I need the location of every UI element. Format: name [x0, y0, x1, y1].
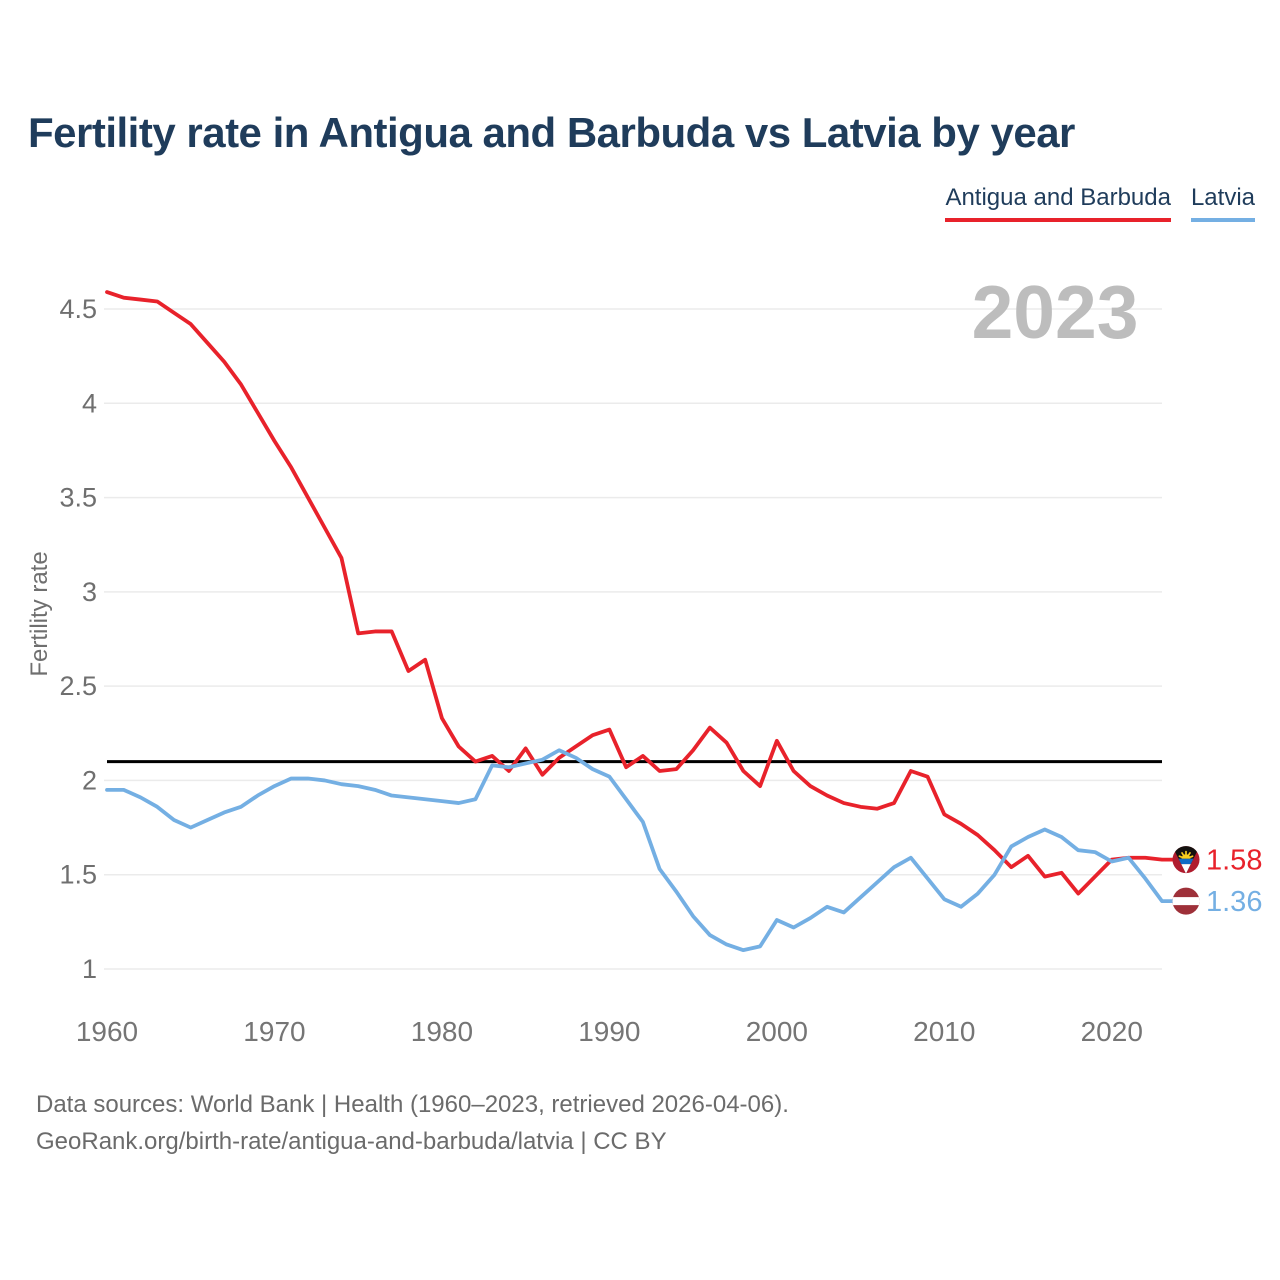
- axis-labels: 4.5 4 3.5 3 2.5 2 1.5 1 1960 1970 1980 1990 2000 2010…: [59, 294, 1142, 1047]
- sun-icon: [1178, 850, 1194, 859]
- x-tick-label: 1990: [578, 1016, 640, 1047]
- legend: Antigua and Barbuda Latvia: [945, 184, 1255, 222]
- x-tick-label: 1960: [76, 1016, 138, 1047]
- y-axis-title: Fertility rate: [26, 551, 53, 676]
- x-tick-label: 2020: [1081, 1016, 1143, 1047]
- y-tick-label: 2.5: [59, 671, 97, 701]
- antigua-and-barbuda-flag-icon: [1172, 846, 1200, 874]
- series-lines: [105, 290, 1176, 953]
- x-tick-label: 2010: [913, 1016, 975, 1047]
- legend-item-latvia[interactable]: Latvia: [1190, 184, 1255, 222]
- y-tick-label: 1.5: [59, 860, 97, 890]
- y-tick-label: 2: [82, 765, 97, 795]
- end-value-latvia: 1.36: [1206, 886, 1262, 918]
- x-tick-label: 1980: [411, 1016, 473, 1047]
- footer-attribution: GeoRank.org/birth-rate/antigua-and-barbu…: [36, 1128, 667, 1155]
- legend-label-antigua-and-barbuda: Antigua and Barbuda: [945, 184, 1171, 211]
- x-tick-label: 1970: [243, 1016, 305, 1047]
- y-tick-label: 4: [82, 388, 97, 418]
- series-line-antigua-and-barbuda: [105, 290, 1176, 896]
- page-title: Fertility rate in Antigua and Barbuda vs…: [28, 109, 1075, 156]
- y-tick-label: 1: [82, 954, 97, 984]
- x-tick-label: 2000: [746, 1016, 808, 1047]
- legend-item-antigua-and-barbuda[interactable]: Antigua and Barbuda: [945, 184, 1171, 222]
- y-tick-label: 3.5: [59, 483, 97, 513]
- footer-data-sources: Data sources: World Bank | Health (1960–…: [36, 1091, 789, 1118]
- gridlines: [104, 308, 1162, 970]
- series-line-latvia: [105, 748, 1176, 953]
- end-value-antigua-and-barbuda: 1.58: [1206, 845, 1262, 877]
- legend-label-latvia: Latvia: [1190, 184, 1255, 211]
- y-tick-label: 3: [82, 577, 97, 607]
- latvia-flag-icon: [1172, 887, 1200, 915]
- footer: Data sources: World Bank | Health (1960–…: [36, 1086, 789, 1160]
- watermark-year: 2023: [972, 270, 1139, 354]
- y-tick-label: 4.5: [59, 294, 97, 324]
